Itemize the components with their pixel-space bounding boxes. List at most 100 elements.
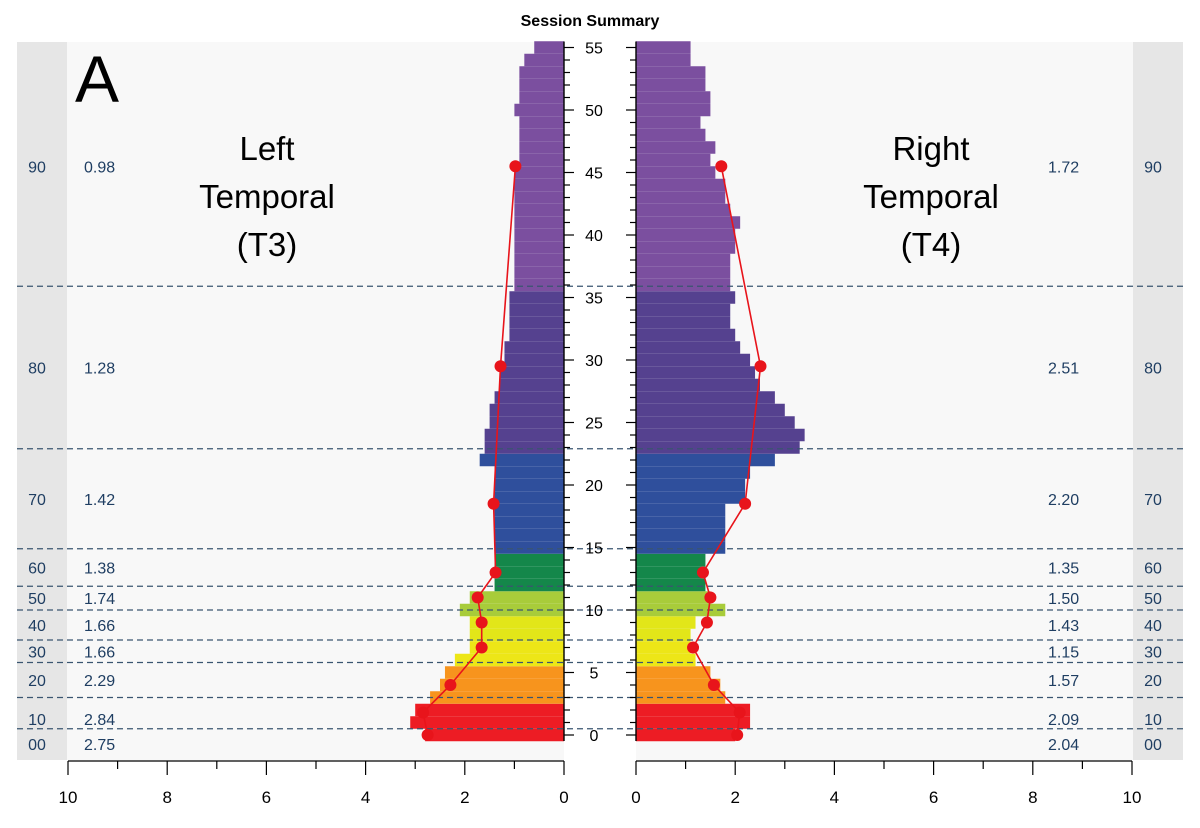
left-bar — [509, 328, 564, 342]
left-bar — [415, 703, 564, 717]
right-bar — [636, 228, 736, 242]
right-bar — [636, 641, 691, 654]
left-series-title-line-3: (T3) — [237, 226, 298, 263]
right-bar — [636, 66, 706, 79]
left-bar — [504, 341, 564, 354]
x-tick-label-left: 4 — [361, 788, 370, 807]
y-tick-label: 15 — [585, 541, 603, 558]
left-bar — [489, 403, 564, 417]
x-tick-label-right: 2 — [730, 788, 739, 807]
right-percentile-label: 50 — [1144, 591, 1162, 608]
right-average-point — [700, 616, 713, 629]
right-bar — [636, 491, 746, 504]
right-band-average: 2.20 — [1048, 492, 1079, 509]
right-band-average: 1.57 — [1048, 673, 1079, 690]
right-bar — [636, 103, 711, 117]
x-tick-label-left: 6 — [262, 788, 271, 807]
y-tick-label: 25 — [585, 416, 603, 433]
left-average-point — [417, 706, 430, 719]
x-tick-label-left: 2 — [460, 788, 469, 807]
right-bar — [636, 541, 726, 554]
right-average-point — [707, 679, 720, 691]
right-percentile-label: 60 — [1144, 561, 1162, 578]
left-bar — [514, 266, 564, 279]
right-band-average: 1.72 — [1048, 159, 1079, 176]
left-average-point — [471, 591, 484, 604]
right-series-title-line-3: (T4) — [901, 226, 962, 263]
left-average-line — [422, 166, 517, 736]
right-average-point — [754, 360, 767, 373]
right-percentile-label: 40 — [1144, 618, 1162, 635]
right-average-point — [687, 641, 700, 654]
right-band-average: 2.09 — [1048, 712, 1079, 729]
right-percentile-label: 00 — [1144, 737, 1162, 754]
right-bars — [636, 41, 805, 742]
left-bar — [524, 53, 564, 67]
left-bar — [444, 666, 564, 679]
left-bar — [484, 441, 564, 454]
left-bar — [519, 153, 564, 167]
right-bar — [636, 316, 731, 329]
right-band-average: 2.51 — [1048, 361, 1079, 378]
left-average-point — [509, 160, 522, 173]
right-bar — [636, 341, 741, 354]
right-band-average: 2.04 — [1048, 737, 1079, 754]
x-tick-label-right: 0 — [631, 788, 640, 807]
left-percentile-label: 30 — [28, 644, 46, 661]
left-bar — [494, 578, 564, 592]
left-percentile-label: 20 — [28, 673, 46, 690]
left-bar — [440, 678, 564, 692]
right-bar — [636, 178, 726, 192]
right-bar — [636, 616, 696, 629]
right-bar — [636, 566, 706, 579]
y-tick-label: 30 — [585, 353, 603, 370]
left-percentile-label: 60 — [28, 561, 46, 578]
left-bar — [519, 128, 564, 142]
left-bar — [494, 541, 564, 554]
left-bar — [494, 478, 564, 492]
x-tick-label-right: 8 — [1028, 788, 1037, 807]
right-average-point — [715, 160, 728, 173]
left-average-point — [494, 360, 507, 373]
left-bar — [514, 278, 564, 292]
left-series-title-line-1: Left — [239, 130, 294, 167]
right-bar — [636, 441, 800, 454]
right-bar — [636, 141, 716, 154]
left-bar — [514, 253, 564, 267]
left-bar — [509, 303, 564, 317]
right-bar — [636, 203, 731, 217]
left-bar — [519, 66, 564, 79]
band-labels: 00 2.75 2.04 00 10 2.84 2.09 10 20 2.29 1.57 20 30 1.… — [28, 159, 1162, 754]
right-bar — [636, 53, 691, 67]
x-tick-label-right: 10 — [1123, 788, 1142, 807]
left-bar — [514, 103, 564, 117]
center-axis-strip — [564, 42, 636, 760]
left-bar — [504, 353, 564, 367]
left-bar — [519, 78, 564, 92]
left-bar — [519, 141, 564, 154]
left-bar — [425, 728, 564, 742]
left-bar — [494, 503, 564, 517]
left-series-title-line-2: Temporal — [199, 178, 335, 215]
left-bar — [469, 628, 564, 642]
right-average-point — [739, 497, 752, 510]
y-tick-label: 0 — [590, 728, 599, 745]
right-band-average: 1.50 — [1048, 591, 1079, 608]
right-bar — [636, 266, 731, 279]
right-bar — [636, 516, 726, 529]
right-bar — [636, 241, 736, 254]
left-series-title: Left Temporal (T3) — [199, 130, 335, 263]
left-average-point — [475, 641, 488, 654]
left-bar — [514, 166, 564, 179]
y-tick-label: 5 — [590, 666, 599, 683]
y-tick-label: 35 — [585, 291, 603, 308]
right-bar — [636, 728, 736, 742]
left-bar — [534, 41, 564, 54]
right-bar — [636, 503, 726, 517]
left-bar — [509, 291, 564, 304]
left-band-average: 2.84 — [84, 712, 115, 729]
right-bar — [636, 628, 691, 642]
right-bar — [636, 128, 706, 142]
y-tick-label: 20 — [585, 478, 603, 495]
y-tick-label: 10 — [585, 603, 603, 620]
